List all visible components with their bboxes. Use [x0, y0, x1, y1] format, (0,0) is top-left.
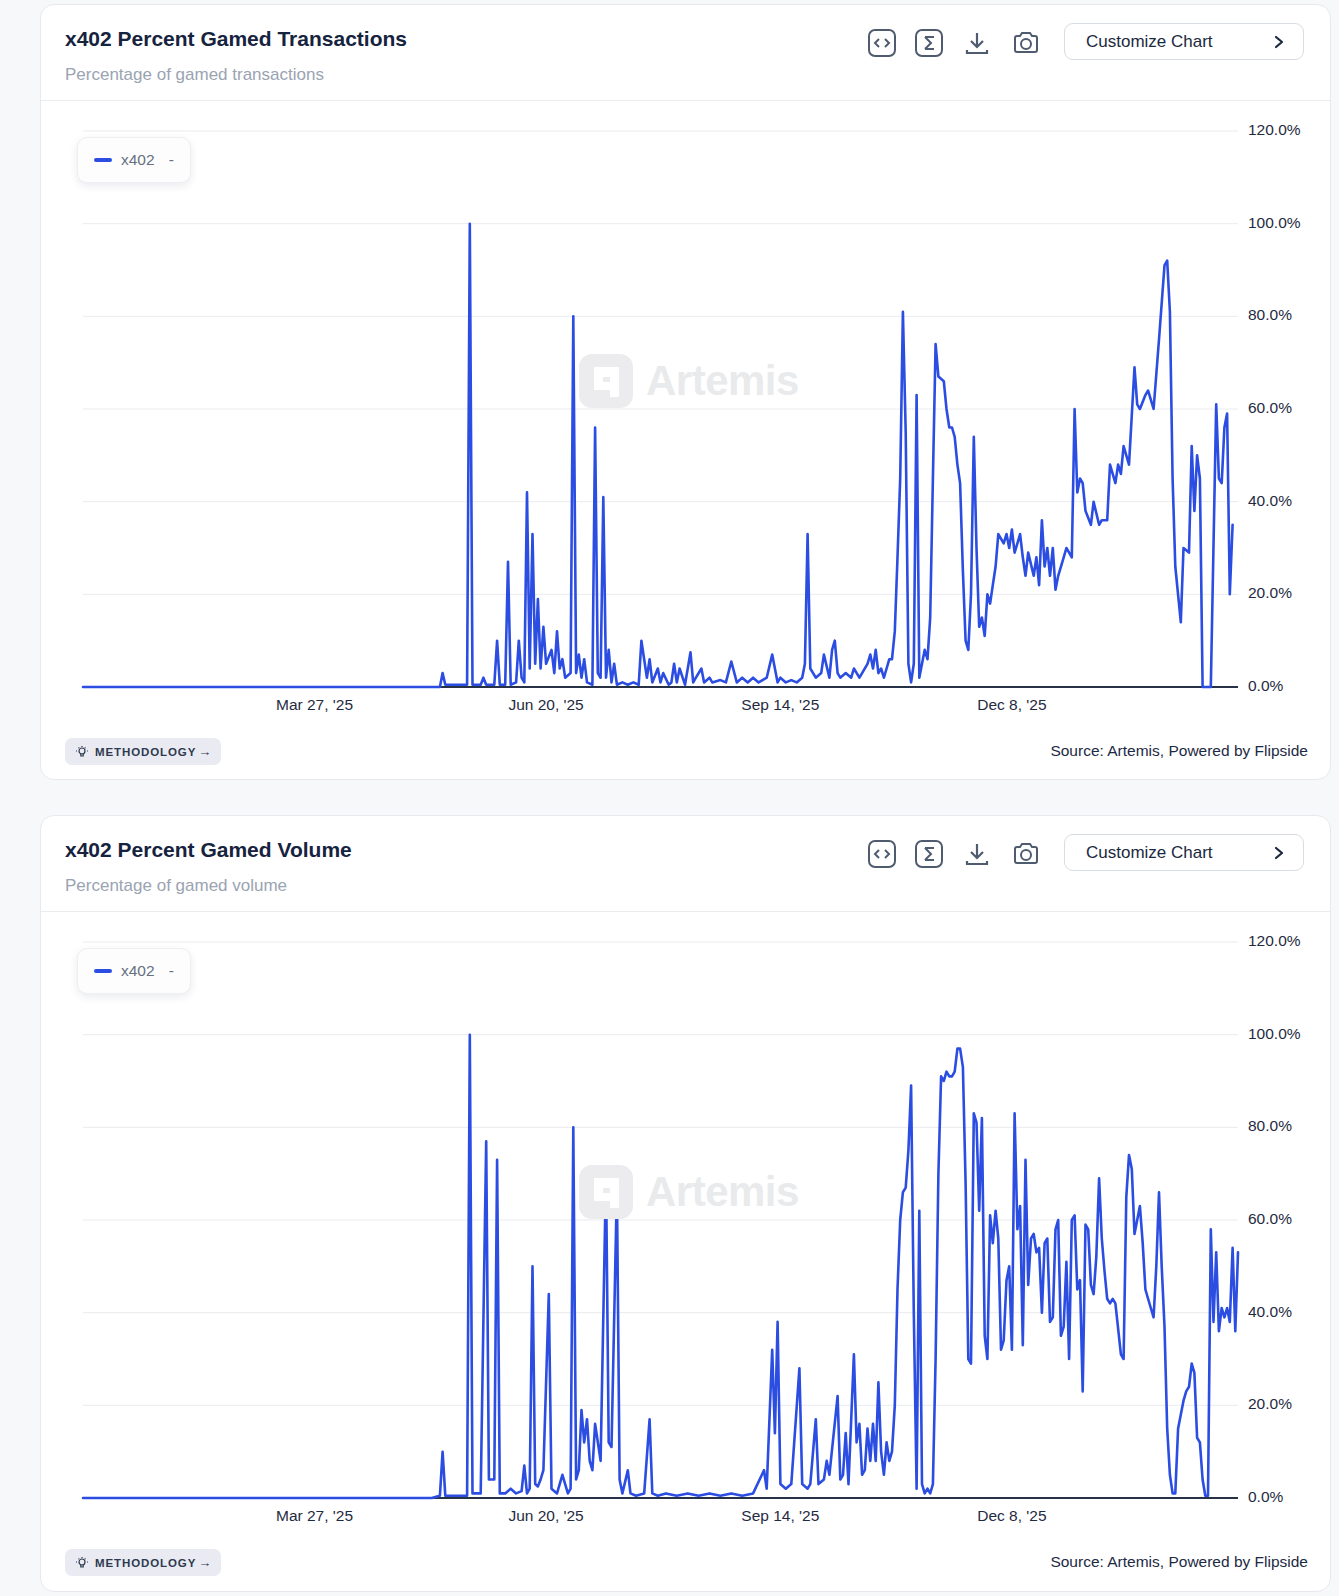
y-tick-label: 20.0% — [1248, 584, 1292, 602]
chart-card-transactions: x402 Percent Gamed Transactions Percenta… — [40, 4, 1331, 780]
y-tick-label: 40.0% — [1248, 1303, 1292, 1321]
download-icon[interactable] — [962, 839, 992, 869]
sigma-summary-icon[interactable] — [914, 28, 944, 58]
y-tick-label: 60.0% — [1248, 1210, 1292, 1228]
embed-code-icon[interactable] — [867, 28, 897, 58]
x-tick-label: Dec 8, '25 — [942, 696, 1082, 714]
y-tick-label: 0.0% — [1248, 1488, 1283, 1506]
embed-code-icon[interactable] — [867, 839, 897, 869]
x-tick-label: Mar 27, '25 — [245, 696, 385, 714]
chart-subtitle: Percentage of gamed transactions — [65, 65, 324, 85]
camera-snapshot-icon[interactable] — [1011, 28, 1041, 58]
customize-chart-button[interactable]: Customize Chart — [1064, 834, 1304, 871]
header-divider — [41, 911, 1330, 912]
methodology-button[interactable]: METHODOLOGY → — [65, 738, 221, 765]
sigma-summary-icon[interactable] — [914, 839, 944, 869]
camera-snapshot-icon[interactable] — [1011, 839, 1041, 869]
y-tick-label: 120.0% — [1248, 121, 1301, 139]
chart-card-volume: x402 Percent Gamed Volume Percentage of … — [40, 815, 1331, 1592]
page-title: x402 Percent Gamed Transactions — [65, 27, 407, 51]
y-tick-label: 0.0% — [1248, 677, 1283, 695]
header-divider — [41, 100, 1330, 101]
y-tick-label: 100.0% — [1248, 214, 1301, 232]
chevron-right-icon — [1271, 34, 1287, 50]
source-attribution: Source: Artemis, Powered by Flipside — [1050, 1553, 1308, 1571]
legend-chip[interactable]: x402 - — [77, 137, 191, 183]
y-tick-label: 120.0% — [1248, 932, 1301, 950]
page-title: x402 Percent Gamed Volume — [65, 838, 352, 862]
x-tick-label: Mar 27, '25 — [245, 1507, 385, 1525]
lightbulb-icon — [75, 1556, 89, 1570]
customize-chart-button[interactable]: Customize Chart — [1064, 23, 1304, 60]
artemis-watermark: Artemis — [579, 354, 799, 408]
series-color-dash — [94, 969, 112, 973]
series-color-dash — [94, 158, 112, 162]
x-tick-label: Jun 20, '25 — [476, 1507, 616, 1525]
y-tick-label: 80.0% — [1248, 306, 1292, 324]
y-tick-label: 60.0% — [1248, 399, 1292, 417]
y-tick-label: 20.0% — [1248, 1395, 1292, 1413]
artemis-watermark: Artemis — [579, 1165, 799, 1219]
x-tick-label: Jun 20, '25 — [476, 696, 616, 714]
artemis-logo-icon — [579, 1165, 633, 1219]
legend-chip[interactable]: x402 - — [77, 948, 191, 994]
y-tick-label: 100.0% — [1248, 1025, 1301, 1043]
y-tick-label: 40.0% — [1248, 492, 1292, 510]
source-attribution: Source: Artemis, Powered by Flipside — [1050, 742, 1308, 760]
x-tick-label: Sep 14, '25 — [710, 1507, 850, 1525]
y-tick-label: 80.0% — [1248, 1117, 1292, 1135]
x-tick-label: Sep 14, '25 — [710, 696, 850, 714]
x-tick-label: Dec 8, '25 — [942, 1507, 1082, 1525]
chart-subtitle: Percentage of gamed volume — [65, 876, 287, 896]
artemis-logo-icon — [579, 354, 633, 408]
download-icon[interactable] — [962, 28, 992, 58]
lightbulb-icon — [75, 745, 89, 759]
methodology-button[interactable]: METHODOLOGY → — [65, 1549, 221, 1576]
chevron-right-icon — [1271, 845, 1287, 861]
